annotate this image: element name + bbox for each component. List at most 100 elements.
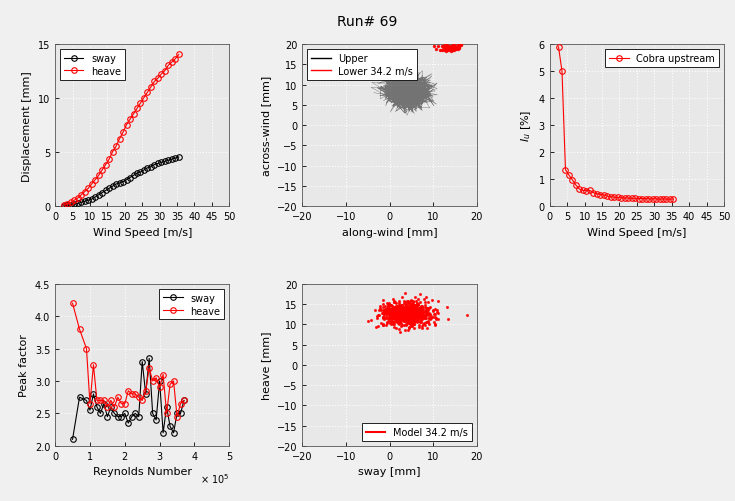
Point bbox=[403, 305, 415, 313]
Point bbox=[401, 318, 412, 326]
Point bbox=[448, 47, 460, 55]
Point bbox=[390, 308, 401, 316]
Point bbox=[401, 310, 413, 318]
Point bbox=[437, 44, 448, 52]
Point bbox=[397, 301, 409, 309]
Point bbox=[446, 44, 458, 52]
Point bbox=[389, 314, 401, 322]
Point bbox=[414, 305, 426, 313]
Point bbox=[453, 45, 465, 53]
Point bbox=[420, 312, 432, 320]
heave bbox=[60, 202, 68, 208]
Point bbox=[398, 310, 409, 318]
sway bbox=[126, 175, 135, 181]
Point bbox=[392, 305, 404, 313]
Point bbox=[400, 318, 412, 326]
Point bbox=[392, 309, 404, 317]
Point bbox=[404, 310, 415, 318]
Point bbox=[393, 310, 405, 318]
heave bbox=[140, 95, 148, 101]
Point bbox=[443, 44, 455, 52]
Point bbox=[409, 313, 420, 321]
Point bbox=[379, 307, 390, 315]
Point bbox=[412, 305, 424, 313]
Point bbox=[396, 312, 408, 320]
Point bbox=[395, 315, 407, 323]
Point bbox=[408, 311, 420, 319]
Point bbox=[399, 312, 411, 320]
Point bbox=[420, 315, 431, 323]
Point bbox=[407, 309, 419, 317]
sway bbox=[122, 177, 131, 183]
Point bbox=[388, 314, 400, 322]
Point bbox=[387, 308, 398, 316]
Point bbox=[402, 313, 414, 321]
Point bbox=[398, 311, 410, 319]
Point bbox=[387, 305, 399, 313]
Point bbox=[365, 316, 377, 324]
Point bbox=[385, 320, 397, 328]
Point bbox=[411, 301, 423, 309]
Point bbox=[411, 300, 423, 308]
Point bbox=[391, 308, 403, 316]
Point bbox=[404, 316, 416, 324]
Point bbox=[452, 41, 464, 49]
Point bbox=[445, 46, 456, 54]
Point bbox=[405, 308, 417, 316]
Point bbox=[405, 306, 417, 314]
Point bbox=[408, 312, 420, 320]
Point bbox=[393, 297, 405, 305]
Point bbox=[405, 318, 417, 326]
Point bbox=[398, 310, 410, 318]
sway bbox=[74, 201, 82, 207]
Point bbox=[401, 307, 413, 315]
Point bbox=[408, 305, 420, 313]
Point bbox=[404, 304, 416, 312]
Cobra upstream bbox=[586, 188, 595, 194]
Point bbox=[398, 304, 409, 312]
Point bbox=[407, 309, 419, 317]
Point bbox=[444, 45, 456, 53]
Point bbox=[395, 307, 407, 315]
Point bbox=[404, 320, 416, 328]
Point bbox=[448, 42, 460, 50]
Point bbox=[386, 319, 398, 327]
Point bbox=[399, 315, 411, 323]
Point bbox=[432, 316, 444, 324]
Point bbox=[380, 309, 392, 317]
heave bbox=[155, 385, 164, 391]
Point bbox=[417, 313, 429, 321]
Point bbox=[395, 308, 406, 316]
Point bbox=[399, 304, 411, 312]
Point bbox=[396, 293, 408, 301]
Point bbox=[387, 303, 398, 311]
Point bbox=[416, 309, 428, 317]
sway bbox=[77, 200, 86, 206]
Point bbox=[408, 315, 420, 323]
Point bbox=[409, 313, 421, 321]
Point bbox=[416, 313, 428, 321]
sway bbox=[162, 404, 171, 410]
Point bbox=[395, 307, 406, 315]
sway bbox=[84, 198, 93, 204]
Point bbox=[416, 303, 428, 311]
Point bbox=[370, 324, 381, 332]
Point bbox=[393, 320, 405, 328]
Point bbox=[426, 296, 438, 304]
sway bbox=[127, 414, 136, 420]
Point bbox=[395, 303, 406, 311]
Point bbox=[386, 302, 398, 310]
Point bbox=[396, 315, 408, 323]
Point bbox=[394, 306, 406, 314]
Point bbox=[407, 310, 419, 318]
Point bbox=[391, 314, 403, 322]
Point bbox=[412, 301, 424, 309]
Point bbox=[415, 291, 426, 299]
heave bbox=[154, 76, 162, 82]
Point bbox=[405, 311, 417, 319]
Point bbox=[401, 309, 412, 317]
Point bbox=[436, 47, 448, 55]
sway bbox=[176, 410, 185, 416]
Point bbox=[396, 310, 408, 318]
Point bbox=[449, 44, 461, 52]
